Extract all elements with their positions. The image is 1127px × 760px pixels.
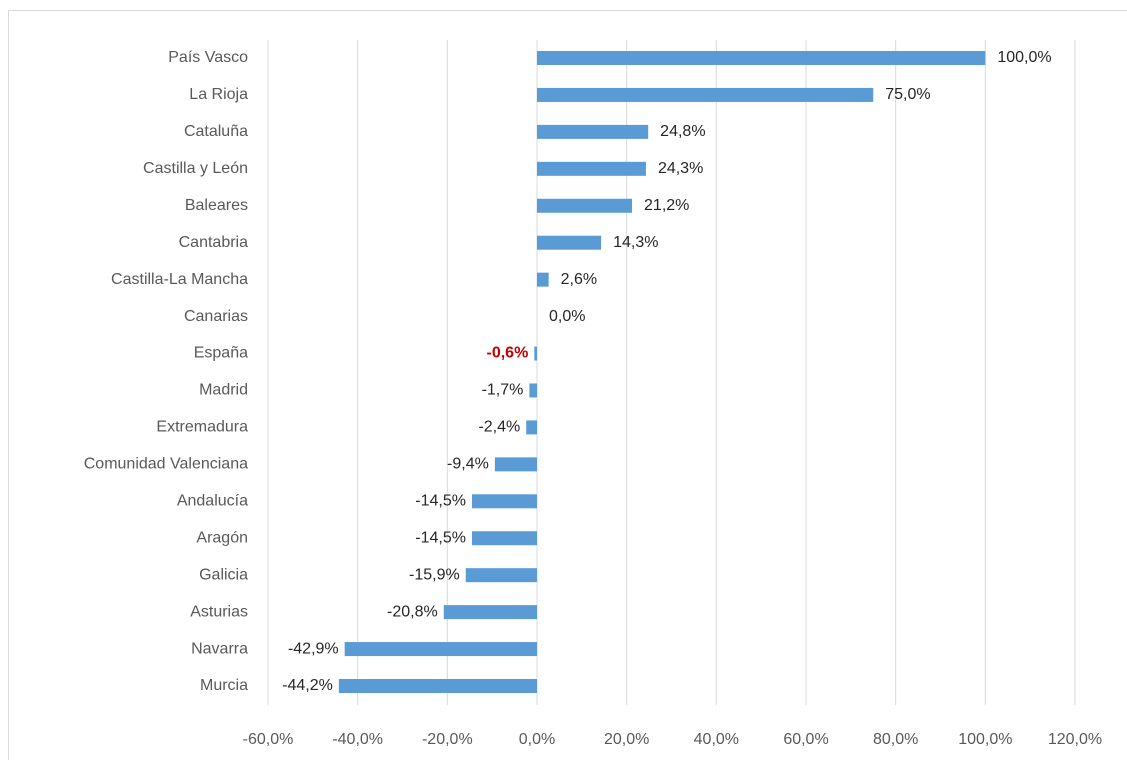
x-tick-label: 40,0%	[694, 731, 739, 748]
bar	[537, 87, 874, 102]
bar	[529, 383, 537, 398]
value-label: 24,3%	[658, 160, 703, 177]
value-label: 0,0%	[549, 308, 585, 325]
x-tick-label: 60,0%	[783, 731, 828, 748]
bar	[537, 235, 602, 250]
value-label: 21,2%	[644, 197, 689, 214]
x-tick-label: 80,0%	[873, 731, 918, 748]
value-label: -9,4%	[447, 456, 489, 473]
y-tick-label: Comunidad Valenciana	[84, 456, 248, 473]
y-tick-label: Castilla y León	[143, 160, 248, 177]
value-label: -15,9%	[409, 566, 460, 583]
value-label: -20,8%	[387, 603, 438, 620]
y-tick-label: Navarra	[191, 640, 248, 657]
bar	[471, 494, 537, 509]
x-tick-label: -60,0%	[243, 731, 294, 748]
value-label: -0,6%	[487, 345, 529, 362]
chart-border	[8, 10, 1127, 760]
y-tick-label: España	[194, 345, 248, 362]
bar	[534, 346, 537, 361]
y-tick-label: Madrid	[199, 382, 248, 399]
bar	[344, 642, 537, 657]
bar	[537, 198, 633, 213]
y-tick-label: Murcia	[200, 677, 248, 694]
value-label: -14,5%	[415, 529, 466, 546]
x-tick-label: 20,0%	[604, 731, 649, 748]
y-tick-label: Cantabria	[179, 234, 248, 251]
bar	[465, 568, 537, 583]
y-tick-label: Canarias	[184, 308, 248, 325]
value-label: -14,5%	[415, 493, 466, 510]
y-tick-label: País Vasco	[168, 49, 248, 66]
value-label: 100,0%	[997, 49, 1051, 66]
value-label: 24,8%	[660, 123, 705, 140]
bar	[471, 531, 537, 546]
y-tick-label: Galicia	[199, 566, 248, 583]
bar	[443, 605, 537, 620]
value-label: -44,2%	[282, 677, 333, 694]
value-label: -42,9%	[288, 640, 339, 657]
x-tick-label: 0,0%	[519, 731, 555, 748]
x-tick-label: 100,0%	[958, 731, 1012, 748]
y-tick-label: Baleares	[185, 197, 248, 214]
y-tick-label: Andalucía	[177, 493, 248, 510]
value-label: 14,3%	[613, 234, 658, 251]
value-label: 75,0%	[885, 86, 930, 103]
y-tick-label: Cataluña	[184, 123, 248, 140]
x-tick-label: 120,0%	[1048, 731, 1102, 748]
y-tick-label: Castilla-La Mancha	[111, 271, 248, 288]
bar	[537, 161, 646, 176]
y-tick-label: Asturias	[190, 603, 248, 620]
x-tick-label: -20,0%	[422, 731, 473, 748]
value-label: -2,4%	[478, 419, 520, 436]
bar	[537, 51, 986, 65]
bar	[537, 124, 649, 139]
bar	[526, 420, 537, 435]
y-tick-label: Aragón	[196, 529, 248, 546]
value-label: 2,6%	[561, 271, 597, 288]
bar	[537, 272, 549, 287]
bar	[338, 679, 537, 693]
y-tick-label: Extremadura	[156, 419, 248, 436]
value-label: -1,7%	[482, 382, 524, 399]
bar	[494, 457, 537, 472]
y-tick-label: La Rioja	[189, 86, 248, 103]
x-tick-label: -40,0%	[332, 731, 383, 748]
